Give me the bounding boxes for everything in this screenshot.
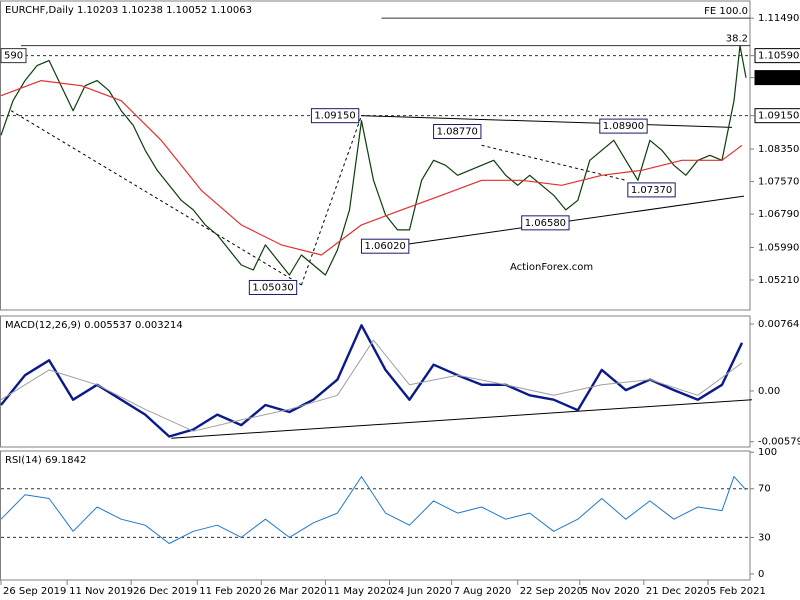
level-label: 1.06020	[364, 241, 405, 252]
x-tick-label: 26 Sep 2019	[3, 586, 66, 597]
level-label: 1.08770	[437, 127, 478, 138]
series-line	[0, 476, 747, 544]
x-tick-label: 11 May 2020	[327, 586, 392, 597]
panel-frame	[0, 0, 751, 311]
x-tick-label: 5 Nov 2020	[582, 586, 640, 597]
y-tick-label: 1.05210	[758, 275, 799, 286]
x-tick-label: 11 Nov 2019	[69, 586, 133, 597]
y-tick-label: 1.09150	[758, 111, 799, 122]
line-label: 38.2	[726, 34, 748, 45]
level-box	[0, 48, 27, 64]
panel-frame	[0, 450, 751, 581]
panel-frame	[0, 315, 751, 448]
panel-title: MACD(12,26,9) 0.005537 0.003214	[5, 320, 183, 331]
level-label: 1.09150	[314, 111, 355, 122]
y-tick-label: 1.06790	[758, 209, 799, 220]
panel-title: RSI(14) 69.1842	[5, 455, 86, 466]
x-tick-label: 26 Mar 2020	[263, 586, 326, 597]
series-line	[0, 324, 744, 438]
level-label: 590	[4, 51, 23, 62]
x-tick-label: 11 Feb 2020	[199, 586, 261, 597]
trend-line	[401, 195, 745, 246]
y-tick-label: 1.10590	[758, 51, 799, 62]
level-label: 1.05030	[252, 282, 293, 293]
level-box	[310, 108, 360, 124]
y-tick-label: 0.007649	[758, 319, 800, 330]
x-tick-label: 7 Aug 2020	[454, 586, 512, 597]
tick-box	[754, 70, 800, 86]
y-tick-label: 100	[758, 447, 777, 458]
level-box	[599, 118, 648, 134]
level-label: 1.06580	[525, 218, 566, 229]
level-label: 1.08900	[603, 121, 644, 132]
tick-box	[754, 108, 800, 124]
level-box	[521, 215, 570, 231]
y-tick-label: 1.07570	[758, 177, 799, 188]
panel-title: EURCHF,Daily 1.10203 1.10238 1.10052 1.1…	[5, 5, 252, 16]
y-tick-label: 1.10063	[758, 73, 799, 84]
y-tick-label: 1.08350	[758, 144, 799, 155]
x-tick-label: 22 Sep 2020	[520, 586, 583, 597]
x-tick-label: 24 Jun 2020	[392, 586, 452, 597]
y-tick-label: 0	[758, 569, 764, 580]
y-tick-label: -0.005797	[758, 437, 800, 448]
level-box	[433, 124, 482, 140]
trend-line	[10, 110, 302, 286]
trend-line	[171, 399, 753, 439]
level-label: 1.07370	[631, 185, 672, 196]
y-tick-label: 30	[758, 532, 771, 543]
watermark: ActionForex.com	[510, 262, 593, 273]
series-line	[0, 80, 743, 256]
line-label: FE 100.0	[704, 6, 748, 17]
x-tick-label: 26 Dec 2019	[133, 586, 197, 597]
y-tick-label: 70	[758, 484, 771, 495]
trend-line	[361, 115, 732, 128]
y-tick-label: 1.05990	[758, 242, 799, 253]
x-tick-label: 5 Feb 2021	[710, 586, 766, 597]
level-box	[627, 182, 676, 198]
tick-box	[754, 48, 800, 64]
y-tick-label: 1.11490	[758, 13, 799, 24]
series-line	[0, 45, 747, 276]
level-box	[360, 238, 410, 254]
y-tick-label: 0.00	[758, 386, 780, 397]
series-line	[0, 339, 743, 432]
x-tick-label: 21 Dec 2020	[646, 586, 710, 597]
level-box	[248, 279, 298, 295]
trend-line	[481, 144, 626, 181]
